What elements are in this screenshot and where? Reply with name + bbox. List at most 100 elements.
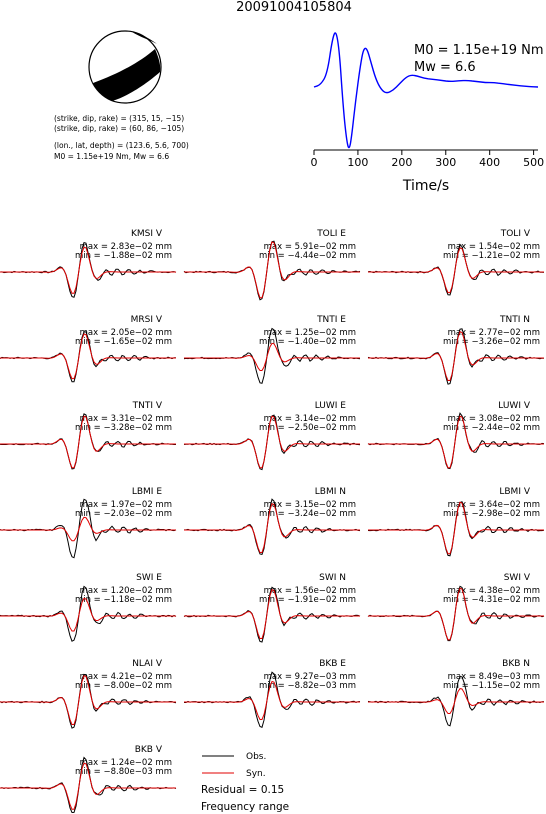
synthetic-waveform <box>0 516 176 542</box>
station-label: BKB V <box>135 745 163 755</box>
max-label: max = 3.14e−02 mm <box>264 414 356 424</box>
max-label: max = 9.27e−03 mm <box>264 672 356 682</box>
station-label: LBMI V <box>499 487 530 497</box>
focal-plane-1: (strike, dip, rake) = (315, 15, −15) <box>54 114 184 123</box>
focal-plane-2: (strike, dip, rake) = (60, 86, −105) <box>54 124 184 133</box>
station-label: MRSI V <box>131 315 163 325</box>
frequency-text: Frequency range <box>201 801 289 813</box>
stf-tick-label: 300 <box>435 156 456 169</box>
synthetic-waveform <box>0 333 176 380</box>
synthetic-waveform <box>184 503 360 553</box>
synthetic-waveform <box>184 589 360 639</box>
min-label: min = −2.98e−02 mm <box>443 509 540 519</box>
synthetic-waveform <box>184 241 360 299</box>
station-label: LBMI N <box>315 487 346 497</box>
beachball-focal-mechanism <box>88 30 162 104</box>
station-label: TNTI N <box>499 315 530 325</box>
station-label: LUWI E <box>315 401 347 411</box>
synthetic-waveform <box>184 680 360 720</box>
synthetic-waveform <box>368 501 544 555</box>
min-label: min = −3.28e−02 mm <box>75 423 172 433</box>
max-label: max = 2.77e−02 mm <box>448 328 540 338</box>
max-label: max = 3.31e−02 mm <box>80 414 172 424</box>
legend-obs-label: Obs. <box>246 752 266 762</box>
min-label: min = −2.44e−02 mm <box>443 423 540 433</box>
stf-tick-label: 400 <box>479 156 500 169</box>
synthetic-waveform <box>368 331 544 381</box>
legend: Obs. Syn. <box>202 752 266 779</box>
min-label: min = −1.15e−02 mm <box>443 681 540 691</box>
max-label: max = 1.24e−02 mm <box>80 758 172 768</box>
max-label: max = 3.64e−02 mm <box>448 500 540 510</box>
synthetic-waveform <box>368 688 544 714</box>
min-label: min = −1.18e−02 mm <box>75 595 172 605</box>
station-label: BKB N <box>502 659 530 669</box>
synthetic-waveform <box>184 415 360 469</box>
min-label: min = −3.26e−02 mm <box>443 337 540 347</box>
min-label: min = −1.65e−02 mm <box>75 337 172 347</box>
station-label: SWI V <box>504 573 531 583</box>
station-label: SWI E <box>136 573 162 583</box>
max-label: max = 1.20e−02 mm <box>80 586 172 596</box>
synthetic-waveform <box>0 597 176 632</box>
synthetic-waveform <box>368 247 544 294</box>
max-label: max = 1.54e−02 mm <box>448 242 540 252</box>
station-label: TNTI V <box>132 401 163 411</box>
station-label: NLAI V <box>132 659 163 669</box>
min-label: min = −4.44e−02 mm <box>259 251 356 261</box>
max-label: max = 4.21e−02 mm <box>80 672 172 682</box>
event-title: 20091004105804 <box>236 0 352 15</box>
synthetic-waveform <box>0 246 176 294</box>
max-label: max = 2.05e−02 mm <box>80 328 172 338</box>
min-label: min = −2.50e−02 mm <box>259 423 356 433</box>
synthetic-waveform <box>184 342 360 371</box>
min-label: min = −1.21e−02 mm <box>443 251 540 261</box>
stf-mw-label: Mw = 6.6 <box>414 60 476 75</box>
min-label: min = −8.80e−03 mm <box>75 767 172 777</box>
legend-syn-label: Syn. <box>246 769 266 779</box>
max-label: max = 3.15e−02 mm <box>264 500 356 510</box>
max-label: max = 2.83e−02 mm <box>80 242 172 252</box>
station-label: TOLI V <box>500 229 531 239</box>
synthetic-waveform <box>0 415 176 469</box>
station-label: KMSI V <box>131 229 163 239</box>
station-label: SWI N <box>319 573 346 583</box>
synthetic-waveform <box>0 675 176 725</box>
min-label: min = −1.88e−02 mm <box>75 251 172 261</box>
synthetic-waveform <box>0 762 176 810</box>
min-label: min = −2.03e−02 mm <box>75 509 172 519</box>
min-label: min = −8.82e−03 mm <box>259 681 356 691</box>
max-label: max = 1.56e−02 mm <box>264 586 356 596</box>
station-label: TNTI E <box>316 315 346 325</box>
source-time-function-plot: 0 100 200 300 400 500 <box>311 32 544 169</box>
stf-m0-label: M0 = 1.15e+19 Nm <box>414 43 544 58</box>
residual-text: Residual = 0.15 <box>201 784 284 796</box>
min-label: min = −4.31e−02 mm <box>443 595 540 605</box>
max-label: max = 1.97e−02 mm <box>80 500 172 510</box>
min-label: min = −1.40e−02 mm <box>259 337 356 347</box>
stf-tick-label: 0 <box>311 156 318 169</box>
max-label: max = 4.38e−02 mm <box>448 586 540 596</box>
max-label: max = 5.91e−02 mm <box>264 242 356 252</box>
stf-tick-label: 100 <box>347 156 368 169</box>
min-label: min = −8.00e−02 mm <box>75 681 172 691</box>
